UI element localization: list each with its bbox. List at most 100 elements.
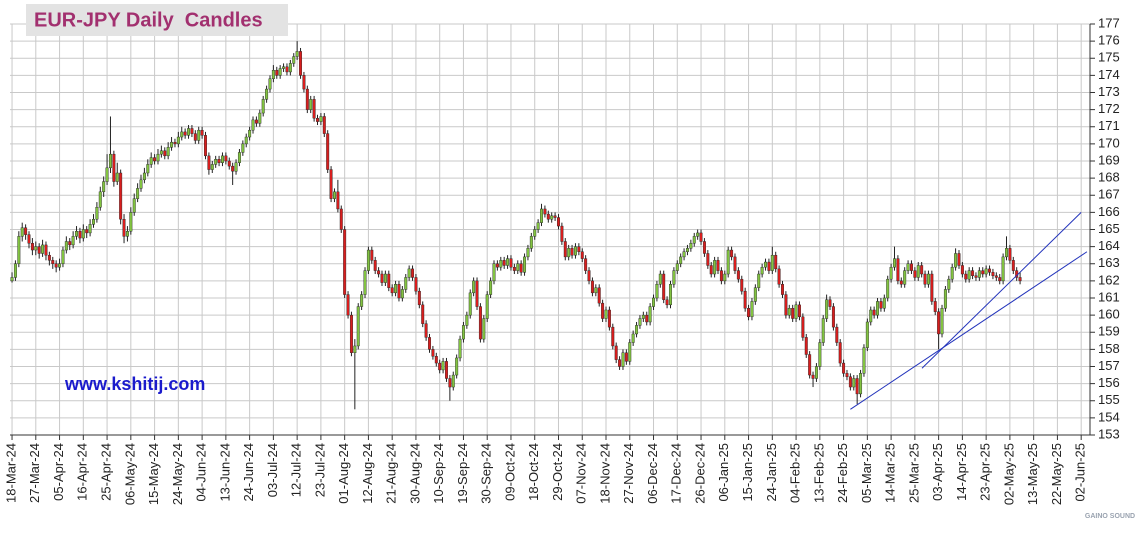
candle-body <box>950 266 954 280</box>
candle-body <box>960 265 964 275</box>
candle-body <box>767 261 771 271</box>
candle-body <box>383 273 387 283</box>
candle-body <box>78 231 82 239</box>
x-tick-label: 25-Mar-25 <box>906 443 921 503</box>
candle-body <box>757 273 761 288</box>
candle-body <box>736 270 740 280</box>
candle-body <box>404 277 408 290</box>
candle-body <box>560 225 564 242</box>
candle-body <box>309 99 313 110</box>
candle-body <box>597 287 601 304</box>
x-tick-label: 13-May-25 <box>1025 443 1040 505</box>
candle-body <box>489 280 493 295</box>
candle-body <box>550 215 554 220</box>
candle-body <box>590 280 594 294</box>
candle-body <box>787 308 791 316</box>
candle-body <box>774 254 778 270</box>
candle-body <box>998 277 1002 282</box>
candle-body <box>136 188 140 199</box>
candle-body <box>129 212 133 232</box>
candle-body <box>553 215 557 218</box>
candle-body <box>445 361 448 379</box>
candle-body <box>224 155 228 162</box>
candle-body <box>455 357 459 376</box>
candle-body <box>387 273 391 288</box>
candle-body <box>747 308 751 318</box>
candle-body <box>139 179 143 189</box>
candle-body <box>438 362 442 371</box>
candle-body <box>285 66 289 73</box>
y-tick-label: 158 <box>1098 341 1120 356</box>
candle-body <box>37 246 41 254</box>
candle-body <box>631 333 635 343</box>
y-tick-label: 169 <box>1098 152 1120 167</box>
candle-body <box>682 251 686 258</box>
candle-body <box>207 155 211 170</box>
candle-body <box>801 316 805 338</box>
candle-body <box>217 159 221 163</box>
candle-body <box>380 273 384 283</box>
candle-body <box>675 263 679 271</box>
candle-body <box>132 198 136 213</box>
candle-body <box>312 99 316 119</box>
candle-body <box>180 131 184 138</box>
trendline <box>850 251 1088 410</box>
candle-body <box>1005 248 1008 258</box>
candle-body <box>288 63 292 73</box>
candle-body <box>258 112 262 124</box>
candle-body <box>421 304 425 324</box>
y-tick-label: 164 <box>1098 238 1120 253</box>
candle-body <box>753 287 757 302</box>
candle-body <box>563 241 567 258</box>
candle-body <box>88 224 92 234</box>
candle-body <box>570 248 574 256</box>
x-tick-label: 30-Sep-24 <box>479 443 494 504</box>
candle-body <box>723 273 727 282</box>
x-tick-label: 02-Jun-25 <box>1073 443 1088 502</box>
candle-body <box>394 284 398 294</box>
y-tick-label: 172 <box>1098 101 1120 116</box>
candle-body <box>343 229 347 295</box>
x-tick-label: 07-Nov-24 <box>574 443 589 504</box>
candle-body <box>478 306 482 340</box>
candle-body <box>322 116 326 134</box>
candle-body <box>845 373 849 377</box>
candle-body <box>187 128 191 136</box>
candle-body <box>41 244 45 254</box>
y-tick-label: 175 <box>1098 50 1120 65</box>
candle-body <box>122 219 126 237</box>
candle-body <box>838 342 842 364</box>
candle-body <box>92 219 95 225</box>
y-tick-label: 171 <box>1098 118 1120 133</box>
candle-body <box>906 263 910 271</box>
candle-body <box>645 314 649 323</box>
candle-body <box>909 263 913 271</box>
candle-body <box>652 297 655 307</box>
candle-body <box>519 263 523 273</box>
x-tick-label: 14-Mar-25 <box>883 443 898 503</box>
candle-body <box>811 374 815 379</box>
candle-body <box>580 251 584 259</box>
candle-body <box>611 326 615 347</box>
candle-body <box>964 273 968 280</box>
candle-body <box>183 131 187 136</box>
x-tick-label: 16-Apr-24 <box>75 443 90 501</box>
x-tick-label: 10-Sep-24 <box>431 443 446 504</box>
candle-body <box>835 326 839 343</box>
candle-body <box>855 378 859 395</box>
candle-body <box>512 266 516 271</box>
candle-body <box>214 159 218 165</box>
x-tick-label: 06-Jan-25 <box>716 443 731 502</box>
x-tick-label: 18-Nov-24 <box>597 443 612 504</box>
candle-body <box>896 258 900 282</box>
candle-body <box>231 165 235 172</box>
candle-body <box>764 261 767 268</box>
logo-text: GAINO SOUND <box>1085 513 1135 520</box>
candle-body <box>373 260 377 271</box>
candle-body <box>621 352 625 367</box>
candle-body <box>994 275 998 278</box>
candle-body <box>125 231 129 237</box>
y-tick-label: 159 <box>1098 324 1120 339</box>
candle-body <box>865 321 869 348</box>
x-tick-label: 06-Dec-24 <box>645 443 660 504</box>
